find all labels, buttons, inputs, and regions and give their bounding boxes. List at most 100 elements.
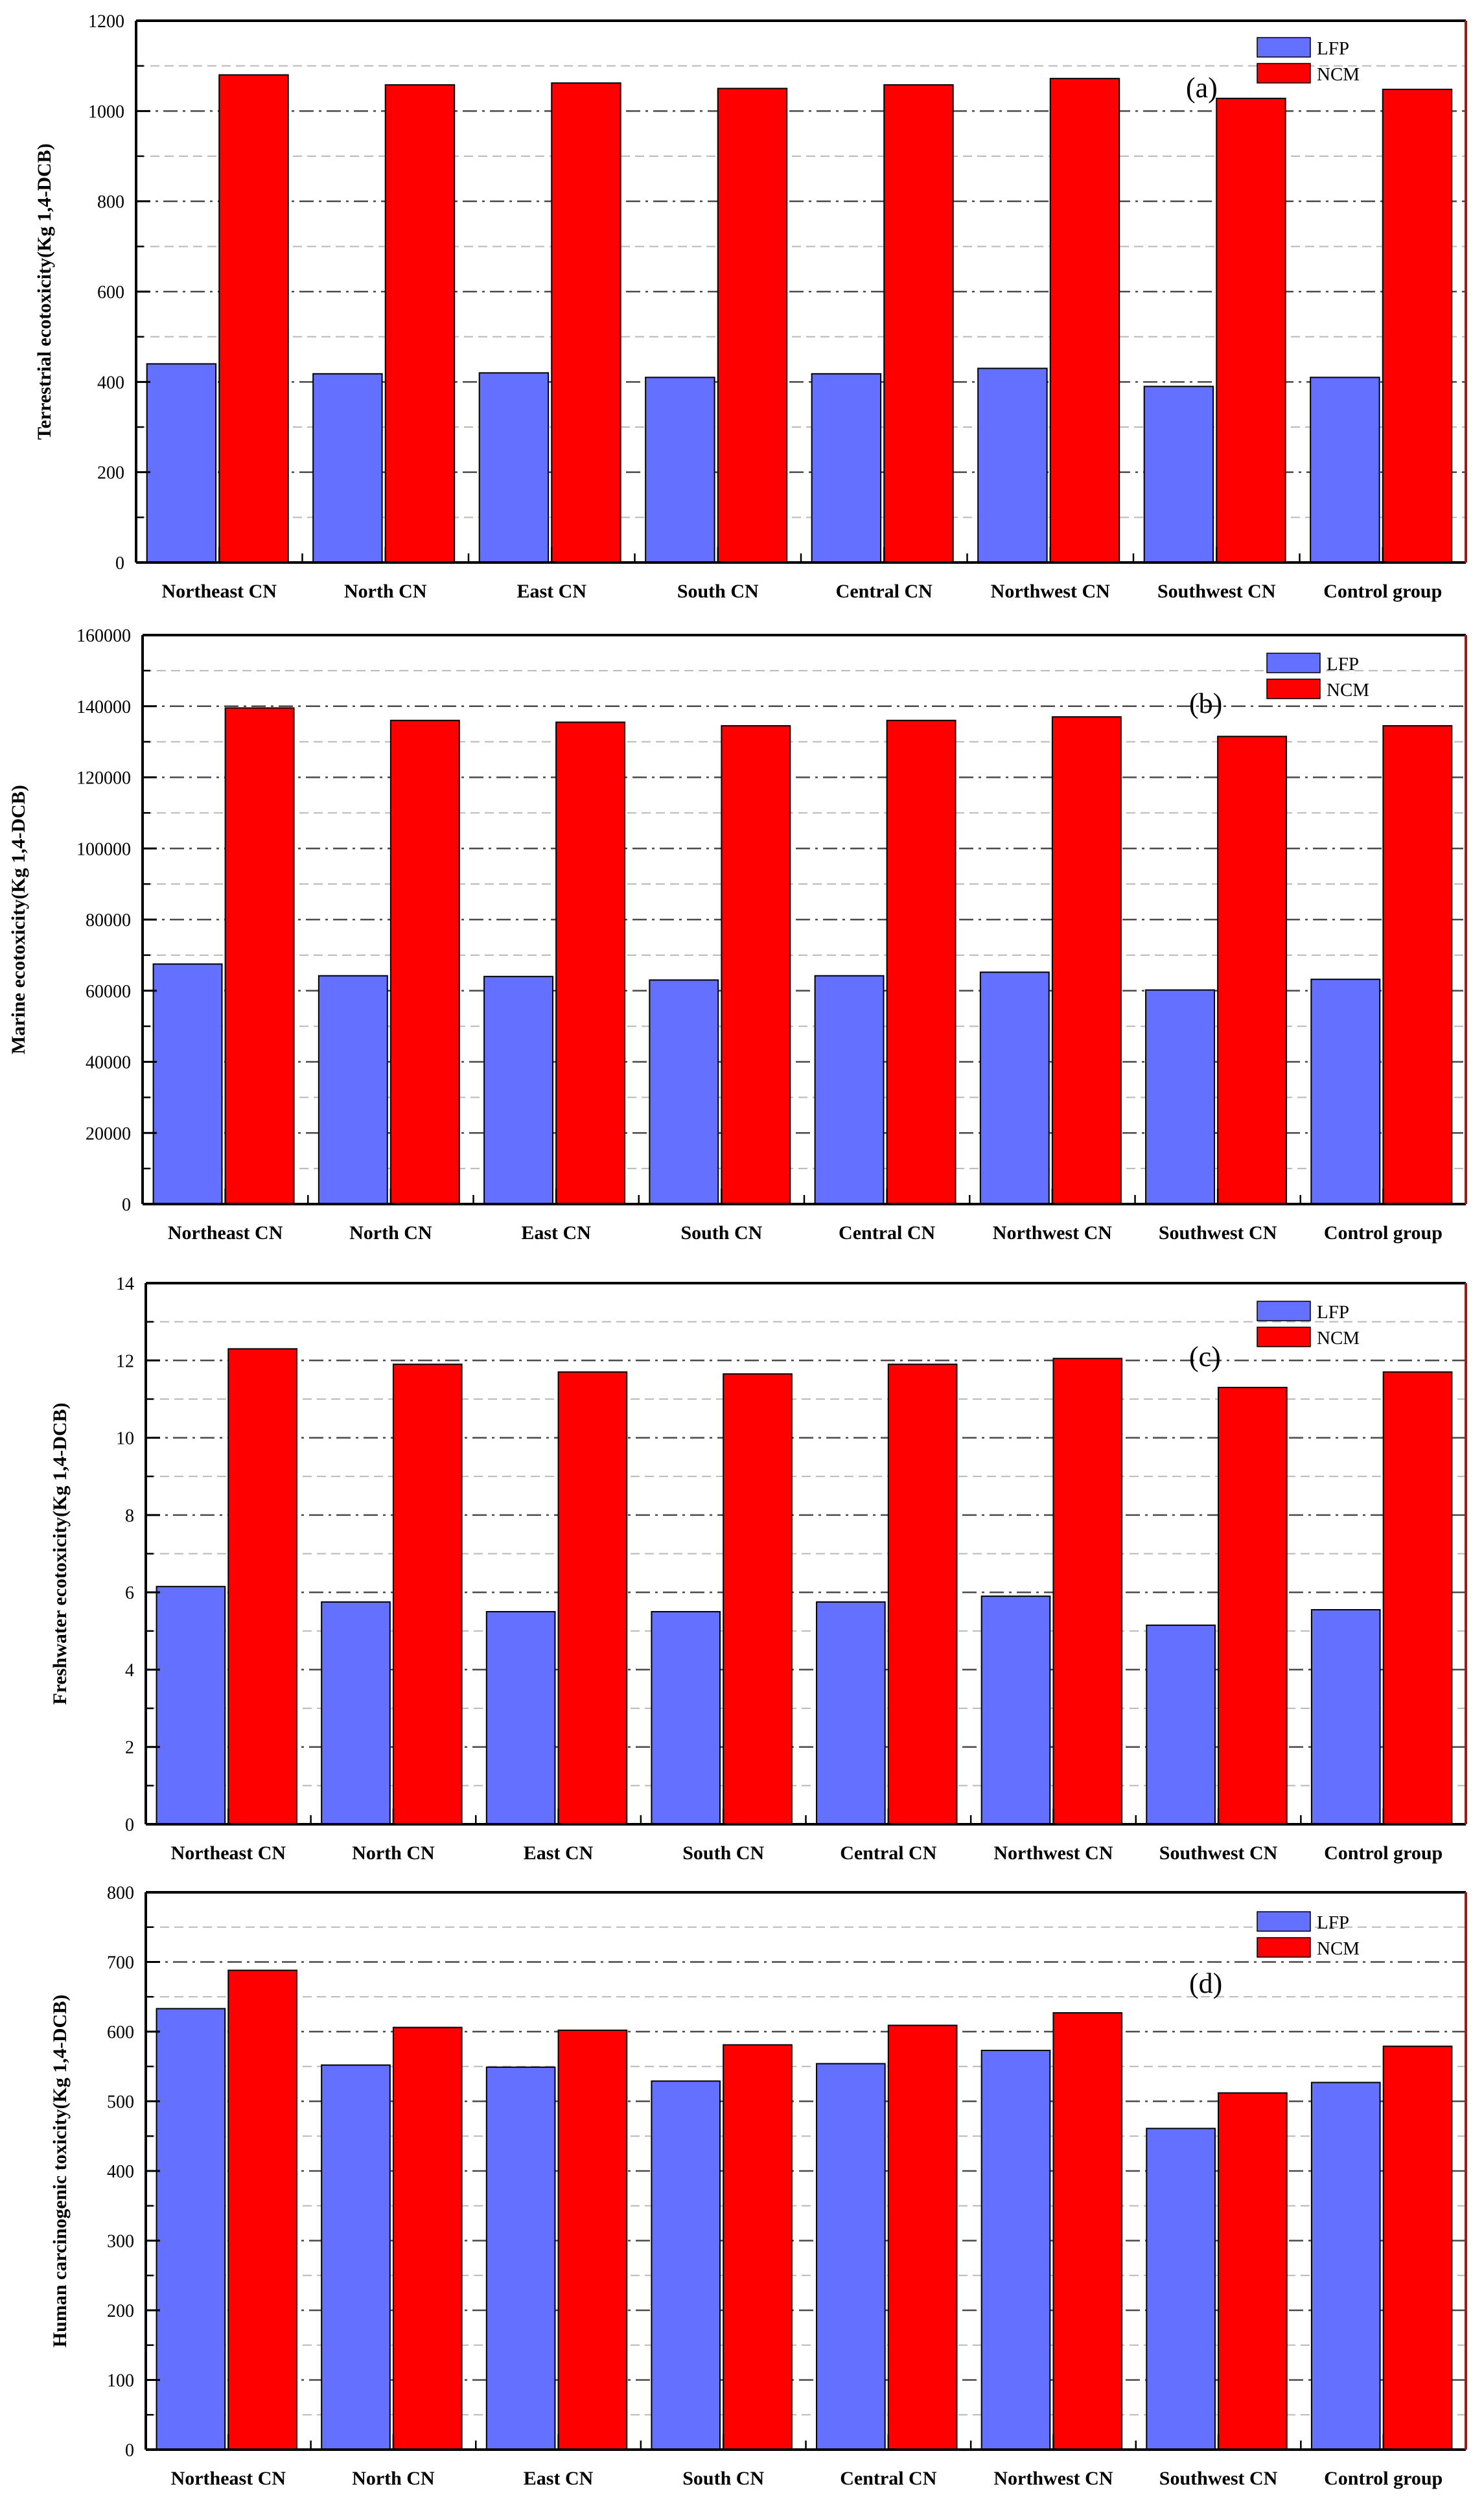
x-tick-label: North CN [352, 1842, 435, 1864]
bar-ncm-east-cn [551, 82, 621, 563]
x-tick-label: Central CN [836, 581, 933, 602]
bar-ncm-east-cn [557, 1371, 628, 1825]
bar-lfp-east-cn [483, 975, 554, 1205]
bar-ncm-northwest-cn [1049, 78, 1120, 563]
y-tick-label: 10 [116, 1429, 134, 1449]
x-tick-label: South CN [682, 2468, 764, 2489]
x-tick-label: East CN [521, 1222, 591, 1244]
y-tick-label: 160000 [76, 626, 131, 646]
x-tick-label: Northwest CN [993, 1222, 1112, 1244]
y-tick-label: 600 [97, 283, 124, 303]
bar-lfp-southwest-cn [1146, 2128, 1216, 2451]
bar-lfp-control-group [1310, 979, 1381, 1205]
bar-lfp-central-cn [816, 1601, 886, 1825]
bar-lfp-east-cn [485, 2066, 556, 2450]
x-tick-label: Control group [1323, 581, 1442, 602]
legend-label-lfp: LFP [1317, 38, 1349, 59]
bar-ncm-northeast-cn [218, 74, 289, 564]
bar-ncm-northwest-cn [1052, 2012, 1123, 2451]
y-tick-label: 20000 [86, 1124, 131, 1144]
legend-label-lfp: LFP [1317, 1302, 1349, 1323]
legend-swatch-ncm [1257, 1937, 1311, 1958]
y-tick-label: 700 [107, 1953, 134, 1973]
bar-lfp-northwest-cn [980, 1595, 1051, 1826]
y-tick-label: 300 [107, 2232, 134, 2252]
x-tick-label: North CN [352, 2468, 435, 2489]
y-tick-label: 200 [107, 2301, 134, 2321]
y-tick-label: 400 [97, 373, 124, 393]
bar-ncm-central-cn [887, 1363, 958, 1825]
x-tick-label: Southwest CN [1159, 1842, 1278, 1864]
bar-ncm-central-cn [883, 84, 954, 563]
bar-ncm-northeast-cn [227, 1348, 297, 1825]
x-tick-label: Northeast CN [171, 1842, 286, 1864]
y-tick-label: 0 [125, 1815, 134, 1835]
bar-lfp-southwest-cn [1146, 1624, 1216, 1826]
x-tick-label: Northeast CN [171, 2468, 286, 2489]
y-tick-label: 1000 [88, 102, 124, 122]
bar-lfp-control-group [1310, 377, 1380, 563]
y-tick-label: 6 [125, 1583, 134, 1603]
legend-swatch-lfp [1257, 1911, 1311, 1932]
x-tick-label: Northeast CN [168, 1222, 283, 1244]
bar-lfp-north-cn [321, 1601, 391, 1825]
bar-ncm-north-cn [389, 719, 460, 1205]
y-axis-title: Marine ecotoxicity(Kg 1,4-DCB) [8, 785, 29, 1054]
y-tick-label: 100 [107, 2371, 134, 2391]
bar-ncm-northwest-cn [1052, 1358, 1123, 1825]
bar-lfp-north-cn [312, 373, 383, 563]
chart-panel-2: Northeast CN North CN East CN South CN Centr… [8, 626, 1467, 1244]
legend-label-lfp: LFP [1327, 654, 1359, 675]
x-tick-label: Northwest CN [993, 1842, 1113, 1864]
bar-lfp-southwest-cn [1143, 386, 1214, 563]
x-tick-label: Southwest CN [1159, 2468, 1278, 2489]
y-tick-label: 40000 [86, 1053, 131, 1073]
x-tick-label: Northwest CN [991, 581, 1110, 602]
bar-lfp-northeast-cn [152, 963, 223, 1205]
y-tick-label: 14 [116, 1274, 134, 1294]
y-tick-label: 140000 [76, 697, 131, 717]
x-tick-label: Northwest CN [993, 2468, 1113, 2489]
legend-swatch-lfp [1257, 37, 1311, 58]
bar-ncm-southwest-cn [1217, 736, 1288, 1205]
bar-ncm-southwest-cn [1218, 1387, 1288, 1825]
y-tick-label: 80000 [86, 911, 131, 931]
bar-ncm-south-cn [721, 725, 791, 1205]
bar-ncm-control-group [1382, 88, 1453, 564]
bar-ncm-control-group [1382, 2045, 1453, 2450]
bar-ncm-south-cn [723, 1373, 793, 1825]
x-tick-label: Control group [1324, 1222, 1443, 1244]
bar-ncm-southwest-cn [1216, 97, 1286, 563]
x-tick-label: East CN [524, 2468, 594, 2489]
bar-lfp-south-cn [649, 979, 719, 1205]
bar-ncm-north-cn [384, 84, 456, 563]
bar-lfp-central-cn [816, 2063, 886, 2450]
x-tick-label: East CN [524, 1842, 594, 1864]
panel-tag: (c) [1189, 1341, 1221, 1373]
legend-label-ncm: NCM [1317, 64, 1360, 85]
legend-label-lfp: LFP [1317, 1912, 1349, 1933]
bar-ncm-northeast-cn [227, 1969, 297, 2450]
y-tick-label: 800 [97, 192, 124, 213]
x-tick-label: Central CN [839, 1222, 935, 1244]
x-tick-label: East CN [516, 581, 586, 602]
bar-lfp-north-cn [321, 2064, 391, 2451]
bar-lfp-south-cn [645, 377, 715, 563]
y-tick-label: 800 [107, 1883, 134, 1903]
bar-ncm-control-group [1382, 1371, 1453, 1825]
y-tick-label: 0 [115, 553, 124, 574]
legend-swatch-ncm [1257, 1327, 1311, 1347]
legend-label-ncm: NCM [1317, 1328, 1360, 1349]
bar-lfp-northwest-cn [979, 971, 1050, 1205]
bar-ncm-north-cn [392, 2026, 463, 2451]
bar-lfp-east-cn [485, 1610, 556, 1826]
bar-lfp-northwest-cn [977, 367, 1048, 564]
panel-tag: (a) [1186, 72, 1218, 104]
legend-label-ncm: NCM [1327, 680, 1369, 701]
x-tick-label: Southwest CN [1159, 1222, 1277, 1244]
x-tick-label: North CN [344, 581, 427, 602]
x-tick-label: Southwest CN [1157, 581, 1276, 602]
x-tick-label: Control group [1324, 2468, 1443, 2489]
bar-ncm-south-cn [717, 87, 788, 563]
